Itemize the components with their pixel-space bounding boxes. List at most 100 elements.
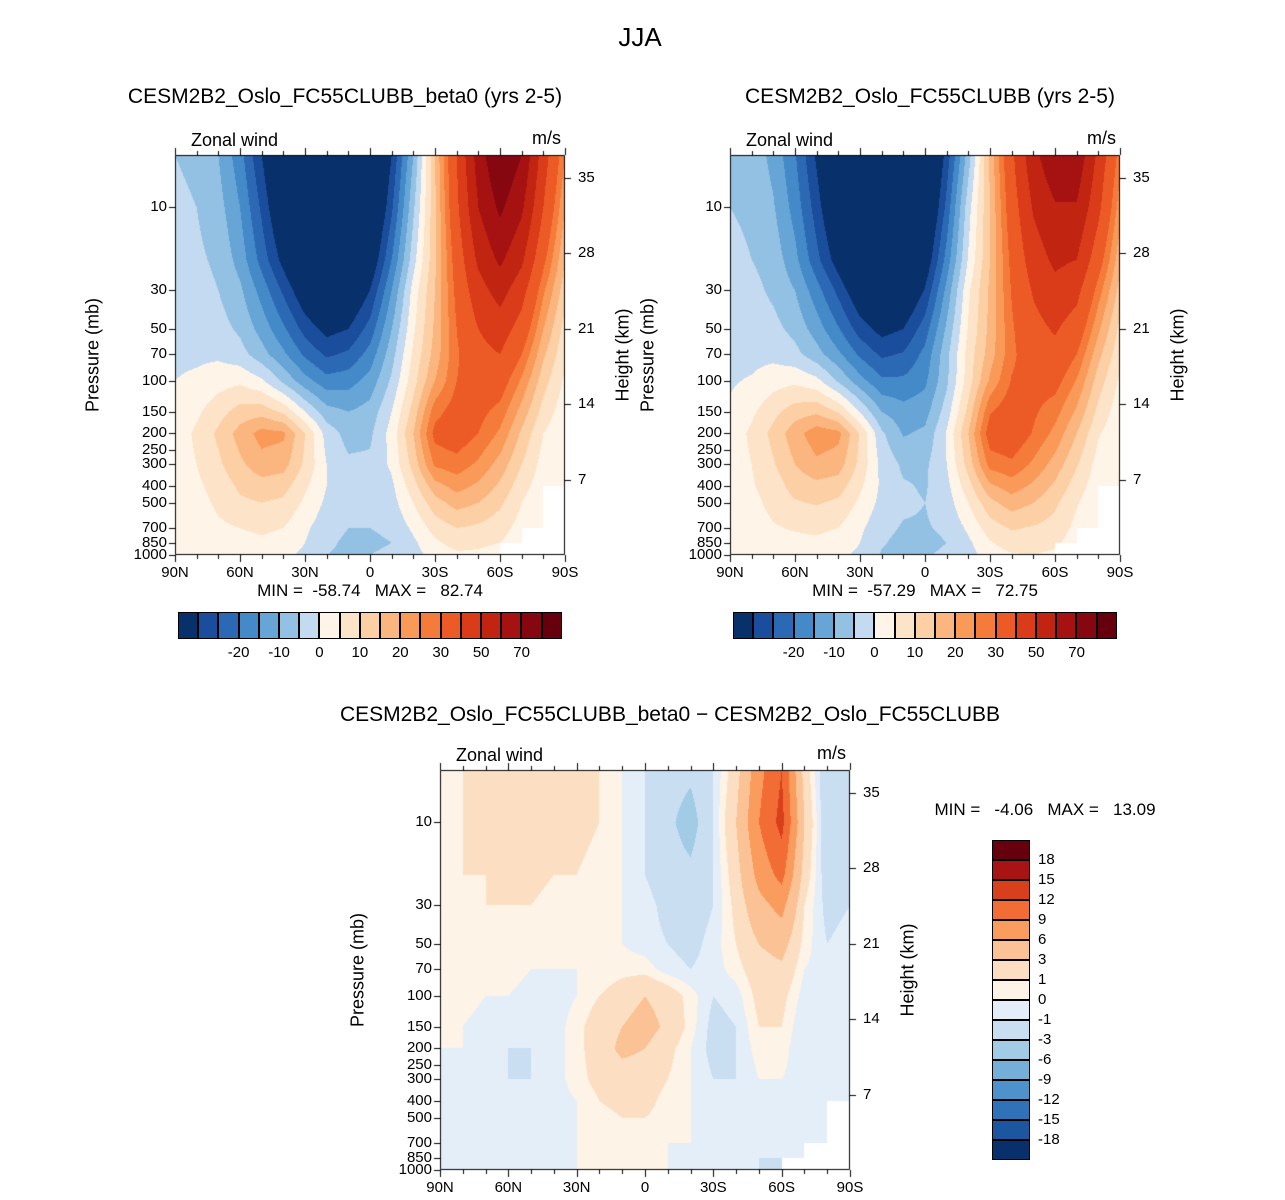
latitude-tick-label: 60S xyxy=(486,564,514,581)
colorbar-tick-label: -18 xyxy=(1038,1131,1060,1148)
pressure-tick-label: 50 xyxy=(150,319,167,337)
pressure-tick-label: 150 xyxy=(141,402,167,420)
colorbar-box xyxy=(178,612,199,639)
latitude-tick-label: 60N xyxy=(226,564,254,581)
colorbar: -20 -10 0 10 20 30 50 70 xyxy=(733,612,1117,672)
colorbar-tick-label: 30 xyxy=(432,644,450,661)
colorbar-box xyxy=(992,1020,1030,1040)
colorbar-tick-label: 3 xyxy=(1038,951,1047,968)
min-max-text: MIN = -58.74 MAX = 82.74 xyxy=(257,581,483,600)
colorbar-tick-label: -6 xyxy=(1038,1051,1052,1068)
latitude-tick-label: 0 xyxy=(920,564,930,581)
height-tick-label: 28 xyxy=(1133,244,1150,262)
colorbar-box xyxy=(992,840,1030,860)
colorbar-box xyxy=(319,612,340,639)
units-label: m/s xyxy=(532,128,561,148)
pressure-tick-label: 850 xyxy=(406,1148,432,1166)
contour-plot-beta0: Zonal wind m/s Pressure (mb) Height (km)… xyxy=(83,128,633,581)
colorbar-tick-label: -9 xyxy=(1038,1071,1052,1088)
field-label: Zonal wind xyxy=(746,130,834,150)
colorbar-box xyxy=(299,612,320,639)
units-label: m/s xyxy=(817,743,846,763)
colorbar: -20 -10 0 10 20 30 50 70 xyxy=(178,612,562,672)
latitude-tick-label: 60N xyxy=(781,564,809,581)
colorbar-tick-label: 18 xyxy=(1038,851,1055,868)
difference-colorbar: 18 15 12 9 6 3 1 0 -1 -3 -6 -9 -12 -15 -18 xyxy=(992,840,1082,1160)
colorbar-tick-label: 70 xyxy=(1068,644,1085,661)
colorbar-tick-label: 30 xyxy=(987,644,1005,661)
height-tick-label: 35 xyxy=(863,783,880,801)
colorbar-tick-label: -20 xyxy=(227,644,250,661)
contour-plot-clubb: Zonal wind m/s Pressure (mb) Height (km)… xyxy=(638,128,1188,581)
colorbar-tick-label: 0 xyxy=(315,644,324,661)
height-axis-title: Height (km) xyxy=(612,308,633,402)
latitude-tick-label: 0 xyxy=(365,564,375,581)
colorbar-box xyxy=(793,612,814,639)
height-tick-label: 7 xyxy=(578,470,587,488)
colorbar-tick-label: 0 xyxy=(1038,991,1047,1008)
colorbar-box xyxy=(359,612,381,639)
colorbar-tick-label: 50 xyxy=(1027,644,1045,661)
pressure-tick-label: 30 xyxy=(415,896,432,914)
latitude-tick-label: 90S xyxy=(836,1179,864,1196)
colorbar-box xyxy=(460,612,482,639)
colorbar-box xyxy=(992,1120,1030,1140)
colorbar-box xyxy=(975,612,996,639)
latitude-tick-label: 0 xyxy=(640,1179,650,1196)
min-max-text: MIN = -57.29 MAX = 72.75 xyxy=(812,581,1038,600)
colorbar-box xyxy=(992,860,1030,880)
colorbar-box xyxy=(218,612,239,639)
latitude-tick-label: 90S xyxy=(1106,564,1134,581)
colorbar-box xyxy=(955,612,976,639)
height-tick-label: 14 xyxy=(578,395,595,412)
colorbar-box xyxy=(420,612,441,639)
pressure-tick-label: 200 xyxy=(406,1039,432,1057)
colorbar-box xyxy=(1076,612,1097,639)
height-tick-label: 21 xyxy=(863,934,880,952)
colorbar-box xyxy=(992,1000,1030,1020)
height-axis-title: Height (km) xyxy=(1167,308,1188,402)
panel-title-difference: CESM2B2_Oslo_FC55CLUBB_beta0 − CESM2B2_O… xyxy=(340,703,1001,726)
pressure-tick-label: 10 xyxy=(150,198,167,216)
pressure-tick-label: 30 xyxy=(705,281,722,299)
colorbar-tick-label: 1 xyxy=(1038,971,1047,988)
colorbar-box xyxy=(753,612,774,639)
pressure-tick-label: 700 xyxy=(406,1134,432,1152)
pressure-tick-label: 10 xyxy=(705,198,722,216)
latitude-tick-label: 60N xyxy=(494,1179,523,1196)
pressure-tick-label: 300 xyxy=(696,455,722,473)
height-tick-label: 14 xyxy=(1133,395,1150,412)
height-tick-label: 14 xyxy=(863,1010,880,1027)
pressure-axis-title: Pressure (mb) xyxy=(82,297,103,413)
colorbar-box xyxy=(854,612,875,639)
colorbar-box xyxy=(992,900,1030,920)
pressure-tick-label: 1000 xyxy=(688,546,722,563)
pressure-axis-title: Pressure (mb) xyxy=(347,912,368,1028)
colorbar-tick-label: 9 xyxy=(1038,911,1047,928)
colorbar-box xyxy=(339,612,360,639)
colorbar-box xyxy=(992,1040,1030,1060)
height-tick-label: 35 xyxy=(1133,168,1150,186)
colorbar-tick-label: 10 xyxy=(906,644,924,661)
colorbar-box xyxy=(773,612,794,639)
colorbar-box xyxy=(1096,612,1117,639)
colorbar-box xyxy=(992,1080,1030,1100)
pressure-tick-label: 250 xyxy=(696,441,722,459)
colorbar-tick-label: -10 xyxy=(823,644,845,661)
colorbar-box xyxy=(733,612,754,639)
colorbar-tick-label: -10 xyxy=(268,644,290,661)
colorbar-tick-label: 20 xyxy=(391,644,409,661)
colorbar-box xyxy=(541,612,562,639)
latitude-tick-label: 90N xyxy=(426,1179,454,1196)
colorbar-boxes xyxy=(178,612,562,639)
contour-canvas xyxy=(720,145,1130,565)
colorbar-box xyxy=(914,612,936,639)
latitude-tick-label: 90N xyxy=(716,564,744,581)
pressure-tick-label: 250 xyxy=(406,1056,432,1074)
colorbar-tick-label: -1 xyxy=(1038,1011,1052,1028)
pressure-tick-label: 500 xyxy=(141,493,167,511)
colorbar-box xyxy=(894,612,915,639)
pressure-tick-label: 400 xyxy=(141,476,167,494)
colorbar-box xyxy=(995,612,1016,639)
colorbar-box xyxy=(1015,612,1037,639)
